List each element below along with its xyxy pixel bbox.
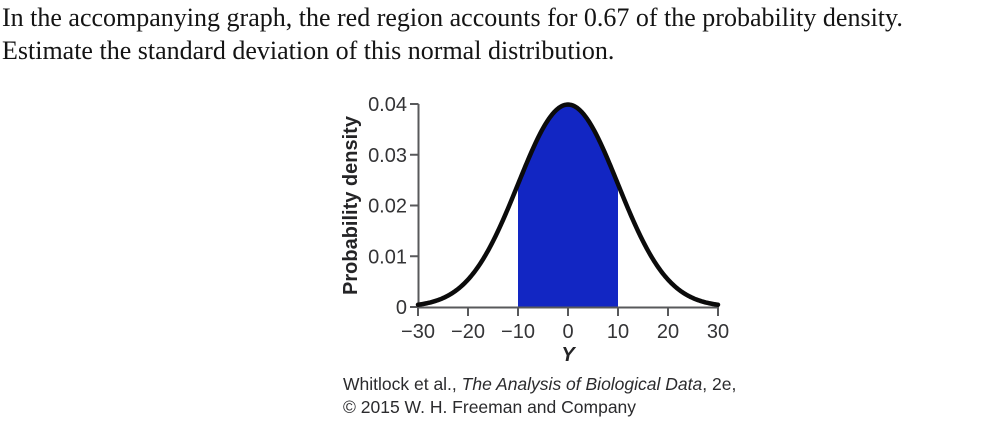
question-line-1: In the accompanying graph, the red regio…	[2, 3, 903, 32]
y-tick-label: 0.04	[368, 94, 407, 116]
normal-distribution-chart: −30 −20 −10 0 10 20 30 0 0.01 0.02 0.03 0.04 Proba…	[340, 94, 729, 366]
density-curve	[415, 102, 721, 307]
attribution-line-2: © 2015 W. H. Freeman and Company	[343, 397, 637, 417]
y-tick-label: 0.03	[368, 145, 407, 167]
x-tick-label: 20	[657, 321, 679, 343]
y-axis-tick-labels: 0 0.01 0.02 0.03 0.04	[368, 94, 407, 319]
x-tick-label: 30	[707, 321, 729, 343]
y-tick-label: 0.02	[368, 196, 407, 218]
x-axis-title: Y	[561, 344, 576, 366]
x-tick-label: 0	[562, 321, 573, 343]
book-title: The Analysis of Biological Data	[461, 374, 703, 394]
attribution-line-1: Whitlock et al., The Analysis of Biologi…	[343, 373, 736, 396]
x-tick-label: −30	[401, 321, 435, 343]
attribution-authors: Whitlock et al.,	[343, 374, 462, 394]
attribution-edition: , 2e,	[702, 374, 737, 394]
density-curve-path	[415, 102, 721, 307]
x-tick-label: 10	[607, 321, 629, 343]
y-tick-label: 0	[396, 297, 407, 319]
y-tick-label: 0.01	[368, 246, 407, 268]
x-axis-tick-labels: −30 −20 −10 0 10 20 30	[401, 321, 729, 343]
shaded-area-fill	[518, 104, 618, 307]
question-text: In the accompanying graph, the red regio…	[2, 1, 994, 67]
attribution: Whitlock et al., The Analysis of Biologi…	[343, 373, 736, 419]
y-axis-title: Probability density	[340, 115, 362, 295]
x-tick-label: −10	[501, 321, 535, 343]
shaded-probability-region	[518, 104, 618, 307]
question-line-2: Estimate the standard deviation of this …	[2, 36, 615, 65]
chart-axes	[410, 103, 719, 316]
x-tick-label: −20	[451, 321, 485, 343]
